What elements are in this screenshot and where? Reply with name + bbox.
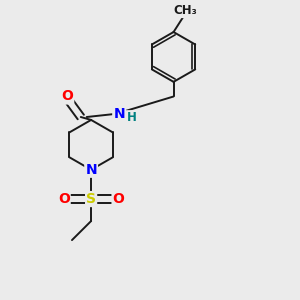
Text: H: H	[127, 111, 136, 124]
Text: N: N	[85, 163, 97, 177]
Text: O: O	[61, 89, 73, 103]
Text: O: O	[112, 192, 124, 206]
Text: S: S	[86, 192, 96, 206]
Text: CH₃: CH₃	[173, 4, 197, 17]
Text: O: O	[58, 192, 70, 206]
Text: N: N	[113, 107, 125, 121]
